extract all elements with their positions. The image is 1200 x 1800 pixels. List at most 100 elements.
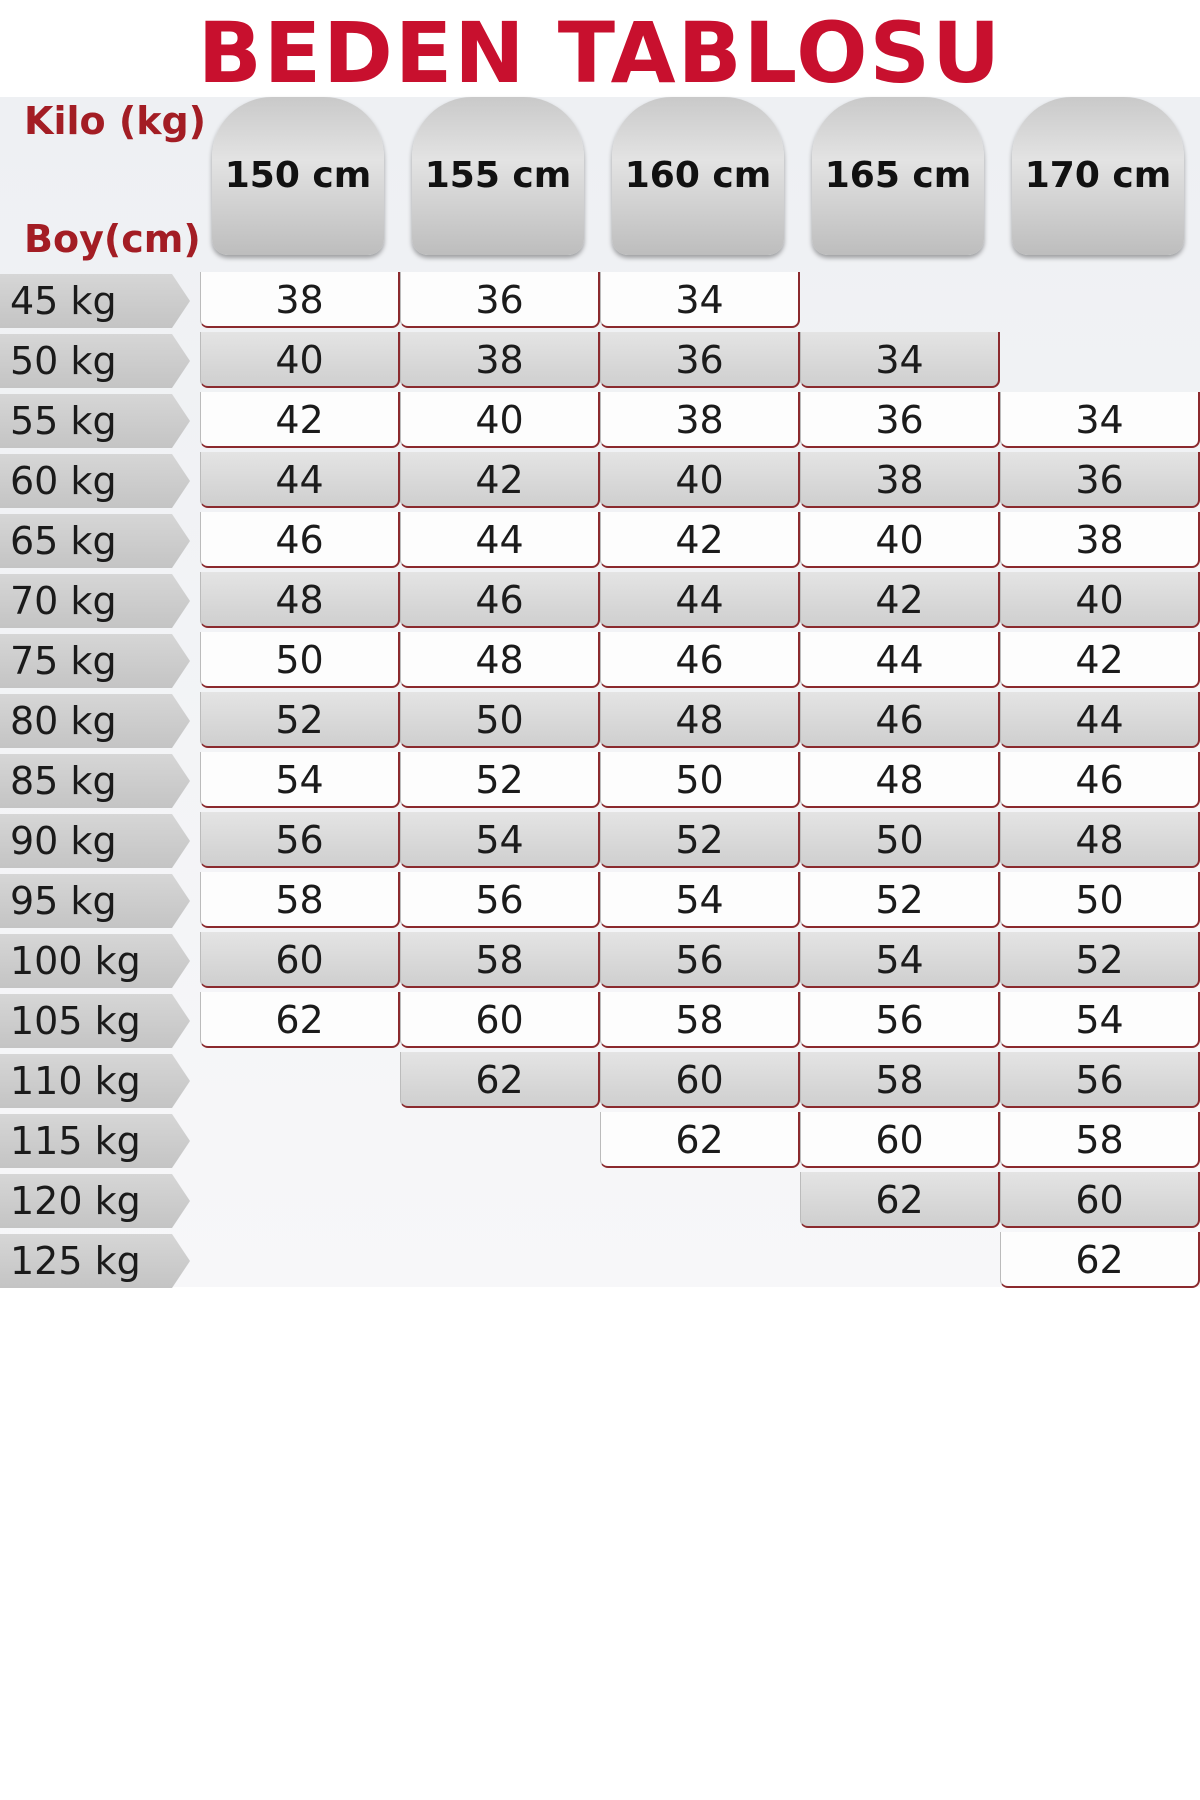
size-cell: 48 [600, 692, 800, 748]
size-cell: 60 [200, 932, 400, 988]
size-cell: 36 [600, 332, 800, 388]
size-cell: 34 [1000, 392, 1200, 448]
row-header: 95 kg [0, 874, 190, 928]
size-cell: 38 [200, 272, 400, 328]
size-cell: 46 [1000, 752, 1200, 808]
column-header: 160 cm [612, 97, 784, 255]
size-cell: 62 [400, 1052, 600, 1108]
size-cell: 48 [1000, 812, 1200, 868]
row-header: 70 kg [0, 574, 190, 628]
row-header: 55 kg [0, 394, 190, 448]
bottle-shape [812, 97, 984, 255]
size-cell: 38 [600, 392, 800, 448]
size-cell: 62 [600, 1112, 800, 1168]
size-cell: 34 [600, 272, 800, 328]
size-cell: 40 [400, 392, 600, 448]
size-cell: 62 [200, 992, 400, 1048]
size-cell: 36 [400, 272, 600, 328]
size-cell: 52 [400, 752, 600, 808]
column-header: 165 cm [812, 97, 984, 255]
size-cell: 44 [600, 572, 800, 628]
row-header: 110 kg [0, 1054, 190, 1108]
page-title: BEDEN TABLOSU [197, 4, 1003, 102]
row-header: 50 kg [0, 334, 190, 388]
bottle-shape [1012, 97, 1184, 255]
size-cell: 42 [400, 452, 600, 508]
size-cell: 54 [200, 752, 400, 808]
size-cell: 54 [800, 932, 1000, 988]
column-header: 170 cm [1012, 97, 1184, 255]
size-cell: 56 [1000, 1052, 1200, 1108]
row-header: 45 kg [0, 274, 190, 328]
size-cell: 48 [400, 632, 600, 688]
size-cell: 58 [600, 992, 800, 1048]
size-cell: 46 [200, 512, 400, 568]
size-cell: 60 [800, 1112, 1000, 1168]
size-cell: 50 [800, 812, 1000, 868]
size-cell: 50 [200, 632, 400, 688]
size-cell: 38 [800, 452, 1000, 508]
size-cell: 62 [1000, 1232, 1200, 1288]
size-cell: 54 [600, 872, 800, 928]
row-header: 75 kg [0, 634, 190, 688]
size-cell: 44 [400, 512, 600, 568]
bottle-shape [612, 97, 784, 255]
row-header: 105 kg [0, 994, 190, 1048]
column-header-label: 150 cm [224, 155, 372, 196]
size-cell: 34 [800, 332, 1000, 388]
boy-axis-label: Boy(cm) [24, 217, 201, 261]
column-header-label: 160 cm [624, 155, 772, 196]
size-cell: 52 [600, 812, 800, 868]
row-header: 100 kg [0, 934, 190, 988]
size-cell: 56 [200, 812, 400, 868]
size-cell: 46 [800, 692, 1000, 748]
size-cell: 44 [200, 452, 400, 508]
size-cell: 56 [800, 992, 1000, 1048]
size-cell: 50 [400, 692, 600, 748]
row-header: 120 kg [0, 1174, 190, 1228]
size-cell: 48 [800, 752, 1000, 808]
size-cell: 60 [400, 992, 600, 1048]
size-cell: 40 [1000, 572, 1200, 628]
size-cell: 56 [400, 872, 600, 928]
size-cell: 50 [600, 752, 800, 808]
bottle-shape [212, 97, 384, 255]
size-cell: 56 [600, 932, 800, 988]
size-cell: 62 [800, 1172, 1000, 1228]
size-cell: 46 [600, 632, 800, 688]
size-cell: 60 [600, 1052, 800, 1108]
size-cell: 38 [400, 332, 600, 388]
size-cell: 52 [200, 692, 400, 748]
size-table: Kilo (kg) Boy(cm) 150 cm 155 cm 160 cm 165 … [0, 97, 1200, 1288]
size-cell: 60 [1000, 1172, 1200, 1228]
column-header: 150 cm [212, 97, 384, 255]
column-header-label: 165 cm [824, 155, 972, 196]
size-cell: 36 [1000, 452, 1200, 508]
size-cell: 40 [600, 452, 800, 508]
size-cell: 40 [800, 512, 1000, 568]
size-cell: 46 [400, 572, 600, 628]
size-cell: 44 [800, 632, 1000, 688]
size-cell: 54 [1000, 992, 1200, 1048]
size-cell: 42 [600, 512, 800, 568]
column-header-label: 155 cm [424, 155, 572, 196]
size-cell: 58 [400, 932, 600, 988]
size-cell: 42 [200, 392, 400, 448]
row-header: 85 kg [0, 754, 190, 808]
size-cell: 38 [1000, 512, 1200, 568]
bottle-shape [412, 97, 584, 255]
row-header: 60 kg [0, 454, 190, 508]
row-header: 80 kg [0, 694, 190, 748]
size-cell: 58 [1000, 1112, 1200, 1168]
size-cell: 40 [200, 332, 400, 388]
row-header: 115 kg [0, 1114, 190, 1168]
size-cell: 50 [1000, 872, 1200, 928]
column-header: 155 cm [412, 97, 584, 255]
row-header: 65 kg [0, 514, 190, 568]
row-header: 125 kg [0, 1234, 190, 1288]
size-cell: 48 [200, 572, 400, 628]
size-cell: 58 [800, 1052, 1000, 1108]
size-cell: 42 [1000, 632, 1200, 688]
size-cell: 58 [200, 872, 400, 928]
size-cell: 54 [400, 812, 600, 868]
